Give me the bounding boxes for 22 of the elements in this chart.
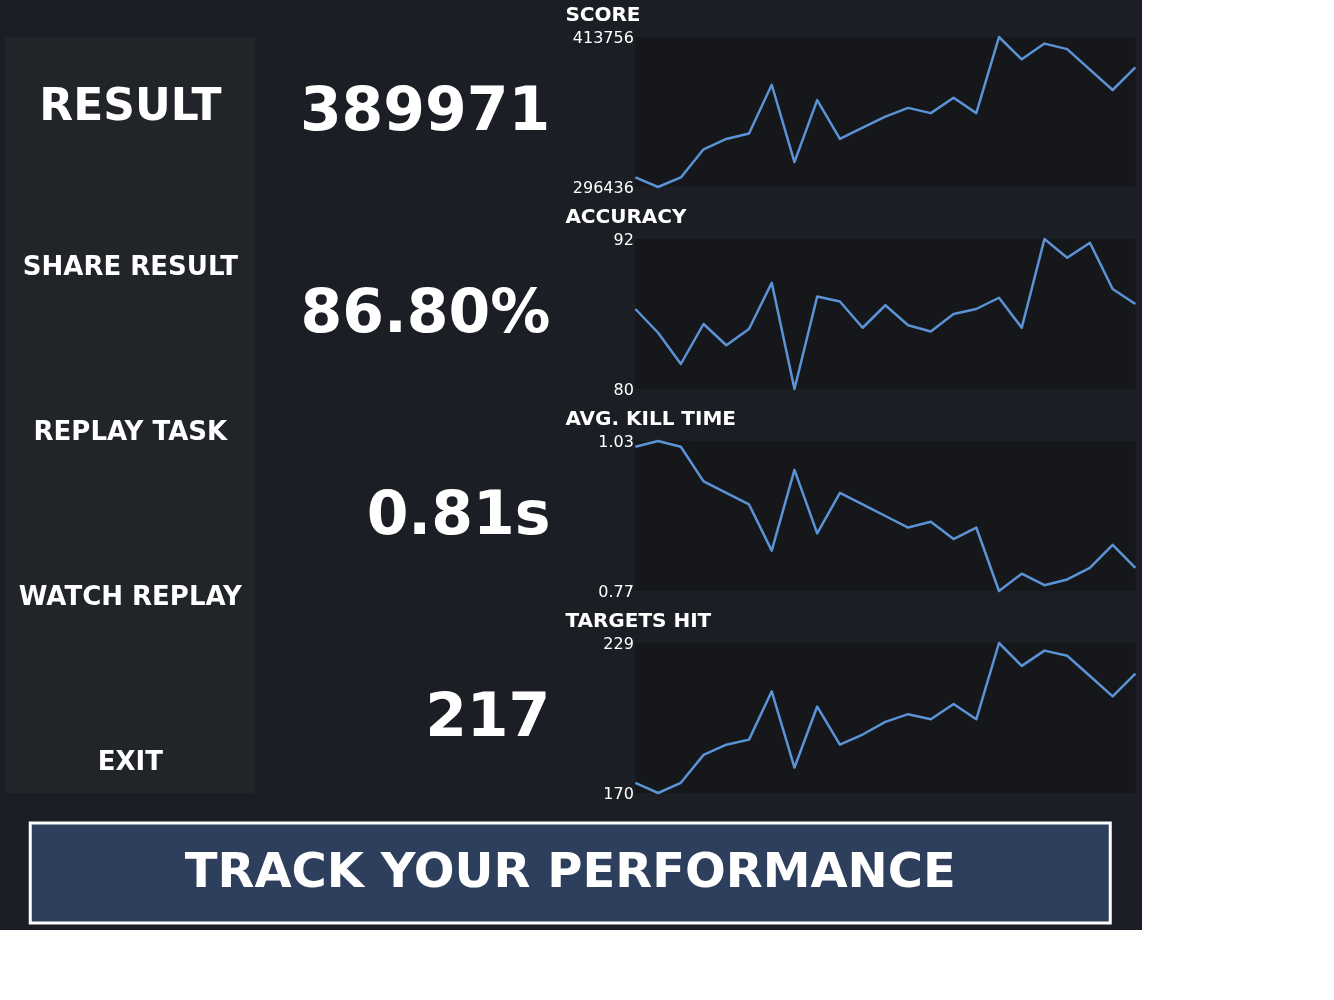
text: EXIT — [97, 746, 164, 776]
y-tick-label: 170 — [603, 783, 634, 803]
y-tick-label: 296436 — [572, 177, 634, 197]
y-tick-label: 0.77 — [598, 581, 634, 601]
y-tick-label: 92 — [613, 229, 634, 249]
y-tick-label: 80 — [613, 379, 634, 399]
chart-title: ACCURACY — [565, 204, 688, 228]
y-tick-label: 1.03 — [598, 431, 634, 451]
text: 0.81s — [366, 478, 551, 548]
y-tick-label: 413756 — [572, 27, 634, 47]
text: 86.80% — [300, 276, 551, 346]
text: SHARE RESULT — [22, 251, 239, 281]
text: TRACK YOUR PERFORMANCE — [184, 842, 956, 898]
chart-title: SCORE — [565, 2, 641, 26]
text: REPLAY TASK — [33, 416, 229, 446]
text: 217 — [425, 680, 551, 750]
text: RESULT — [39, 79, 222, 130]
text: WATCH REPLAY — [18, 581, 244, 611]
chart-title: AVG. KILL TIME — [565, 406, 736, 430]
y-tick-label: 229 — [603, 633, 634, 653]
text: 389971 — [299, 74, 551, 144]
chart-title: TARGETS HIT — [565, 608, 712, 632]
